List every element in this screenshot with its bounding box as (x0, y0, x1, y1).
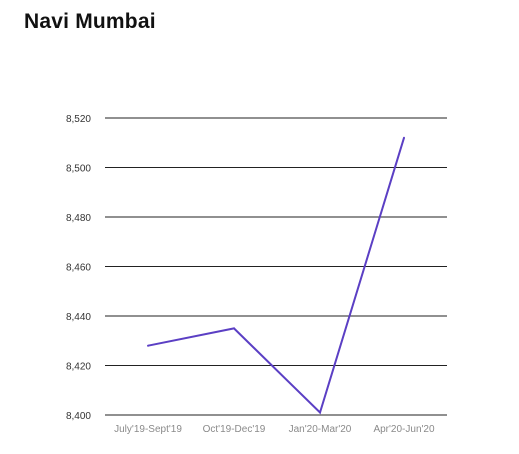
data-point (319, 411, 321, 414)
y-tick-label: 8,480 (66, 213, 91, 224)
y-tick-label: 8,460 (66, 263, 91, 274)
x-tick-label: July'19-Sept'19 (114, 424, 182, 435)
y-tick-label: 8,500 (66, 164, 91, 175)
x-tick-label: Apr'20-Jun'20 (373, 424, 435, 435)
x-tick-label: Oct'19-Dec'19 (203, 424, 266, 435)
data-point (147, 344, 149, 347)
series-line (147, 137, 405, 415)
data-point (233, 327, 235, 330)
y-tick-label: 8,440 (66, 312, 91, 323)
y-tick-label: 8,400 (66, 411, 91, 422)
series-layer (147, 136, 405, 415)
x-axis-ticks: July'19-Sept'19 Oct'19-Dec'19 Jan'20-Mar'2… (114, 424, 435, 435)
gridlines (105, 117, 447, 416)
data-point (403, 136, 405, 139)
y-axis-ticks: 8,400 8,420 8,440 8,460 8,480 8,500 8,520 (66, 114, 91, 422)
y-tick-label: 8,520 (66, 114, 91, 125)
x-tick-label: Jan'20-Mar'20 (289, 424, 352, 435)
y-tick-label: 8,420 (66, 362, 91, 373)
chart-title: Navi Mumbai (24, 10, 156, 33)
